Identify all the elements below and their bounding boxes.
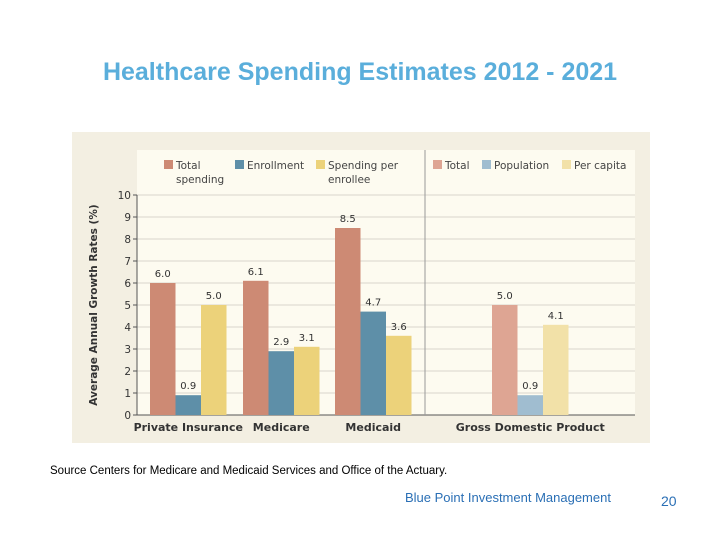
y-tick-label: 9 — [124, 212, 131, 224]
data-label: 0.9 — [180, 381, 196, 392]
legend-swatch — [433, 160, 442, 169]
bar — [517, 395, 543, 415]
data-label: 0.9 — [522, 381, 538, 392]
data-label: 3.1 — [299, 333, 315, 344]
legend-swatch — [235, 160, 244, 169]
legend-swatch — [562, 160, 571, 169]
y-tick-label: 3 — [124, 344, 131, 356]
legend-swatch — [482, 160, 491, 169]
y-tick-label: 7 — [124, 256, 131, 268]
bar — [543, 324, 569, 415]
legend-label: spending — [176, 174, 224, 186]
footer-company: Blue Point Investment Management — [405, 490, 611, 505]
page-number: 20 — [661, 493, 677, 509]
bar — [243, 280, 269, 415]
bar — [386, 335, 412, 415]
bar — [175, 395, 201, 415]
legend-label: Enrollment — [247, 160, 304, 172]
y-tick-label: 5 — [124, 300, 131, 312]
bar — [150, 283, 176, 415]
data-label: 5.0 — [497, 291, 513, 302]
source-note: Source Centers for Medicare and Medicaid… — [50, 465, 448, 477]
legend-swatch — [164, 160, 173, 169]
bar — [268, 351, 294, 415]
y-tick-label: 10 — [118, 190, 131, 202]
data-label: 6.1 — [248, 267, 264, 278]
data-label: 3.6 — [391, 322, 407, 333]
legend-label: enrollee — [328, 174, 370, 186]
data-label: 4.7 — [365, 298, 381, 309]
y-tick-label: 1 — [124, 388, 131, 400]
x-category-label: Medicaid — [345, 421, 401, 434]
slide-title: Healthcare Spending Estimates 2012 - 202… — [102, 58, 618, 86]
data-label: 6.0 — [155, 269, 171, 280]
bar — [201, 305, 227, 415]
legend-swatch — [316, 160, 325, 169]
bar — [294, 346, 320, 415]
legend-label: Spending per — [328, 160, 399, 172]
x-category-label: Gross Domestic Product — [456, 421, 605, 434]
legend-label: Total — [444, 160, 470, 172]
data-label: 8.5 — [340, 214, 356, 225]
x-category-label: Private Insurance — [134, 421, 243, 434]
data-label: 4.1 — [548, 311, 564, 322]
bar — [335, 228, 361, 415]
x-category-label: Medicare — [253, 421, 310, 434]
y-tick-label: 6 — [124, 278, 131, 290]
y-tick-label: 0 — [124, 410, 131, 422]
y-tick-label: 4 — [124, 322, 131, 334]
bar — [492, 305, 518, 415]
data-label: 5.0 — [206, 291, 222, 302]
y-tick-label: 2 — [124, 366, 131, 378]
legend-label: Total — [175, 160, 201, 172]
legend-label: Population — [494, 160, 549, 172]
data-label: 2.9 — [273, 337, 289, 348]
y-axis-label: Average Annual Growth Rates (%) — [88, 204, 100, 405]
legend-label: Per capita — [574, 160, 626, 172]
y-tick-label: 8 — [124, 234, 131, 246]
bar — [360, 311, 386, 415]
